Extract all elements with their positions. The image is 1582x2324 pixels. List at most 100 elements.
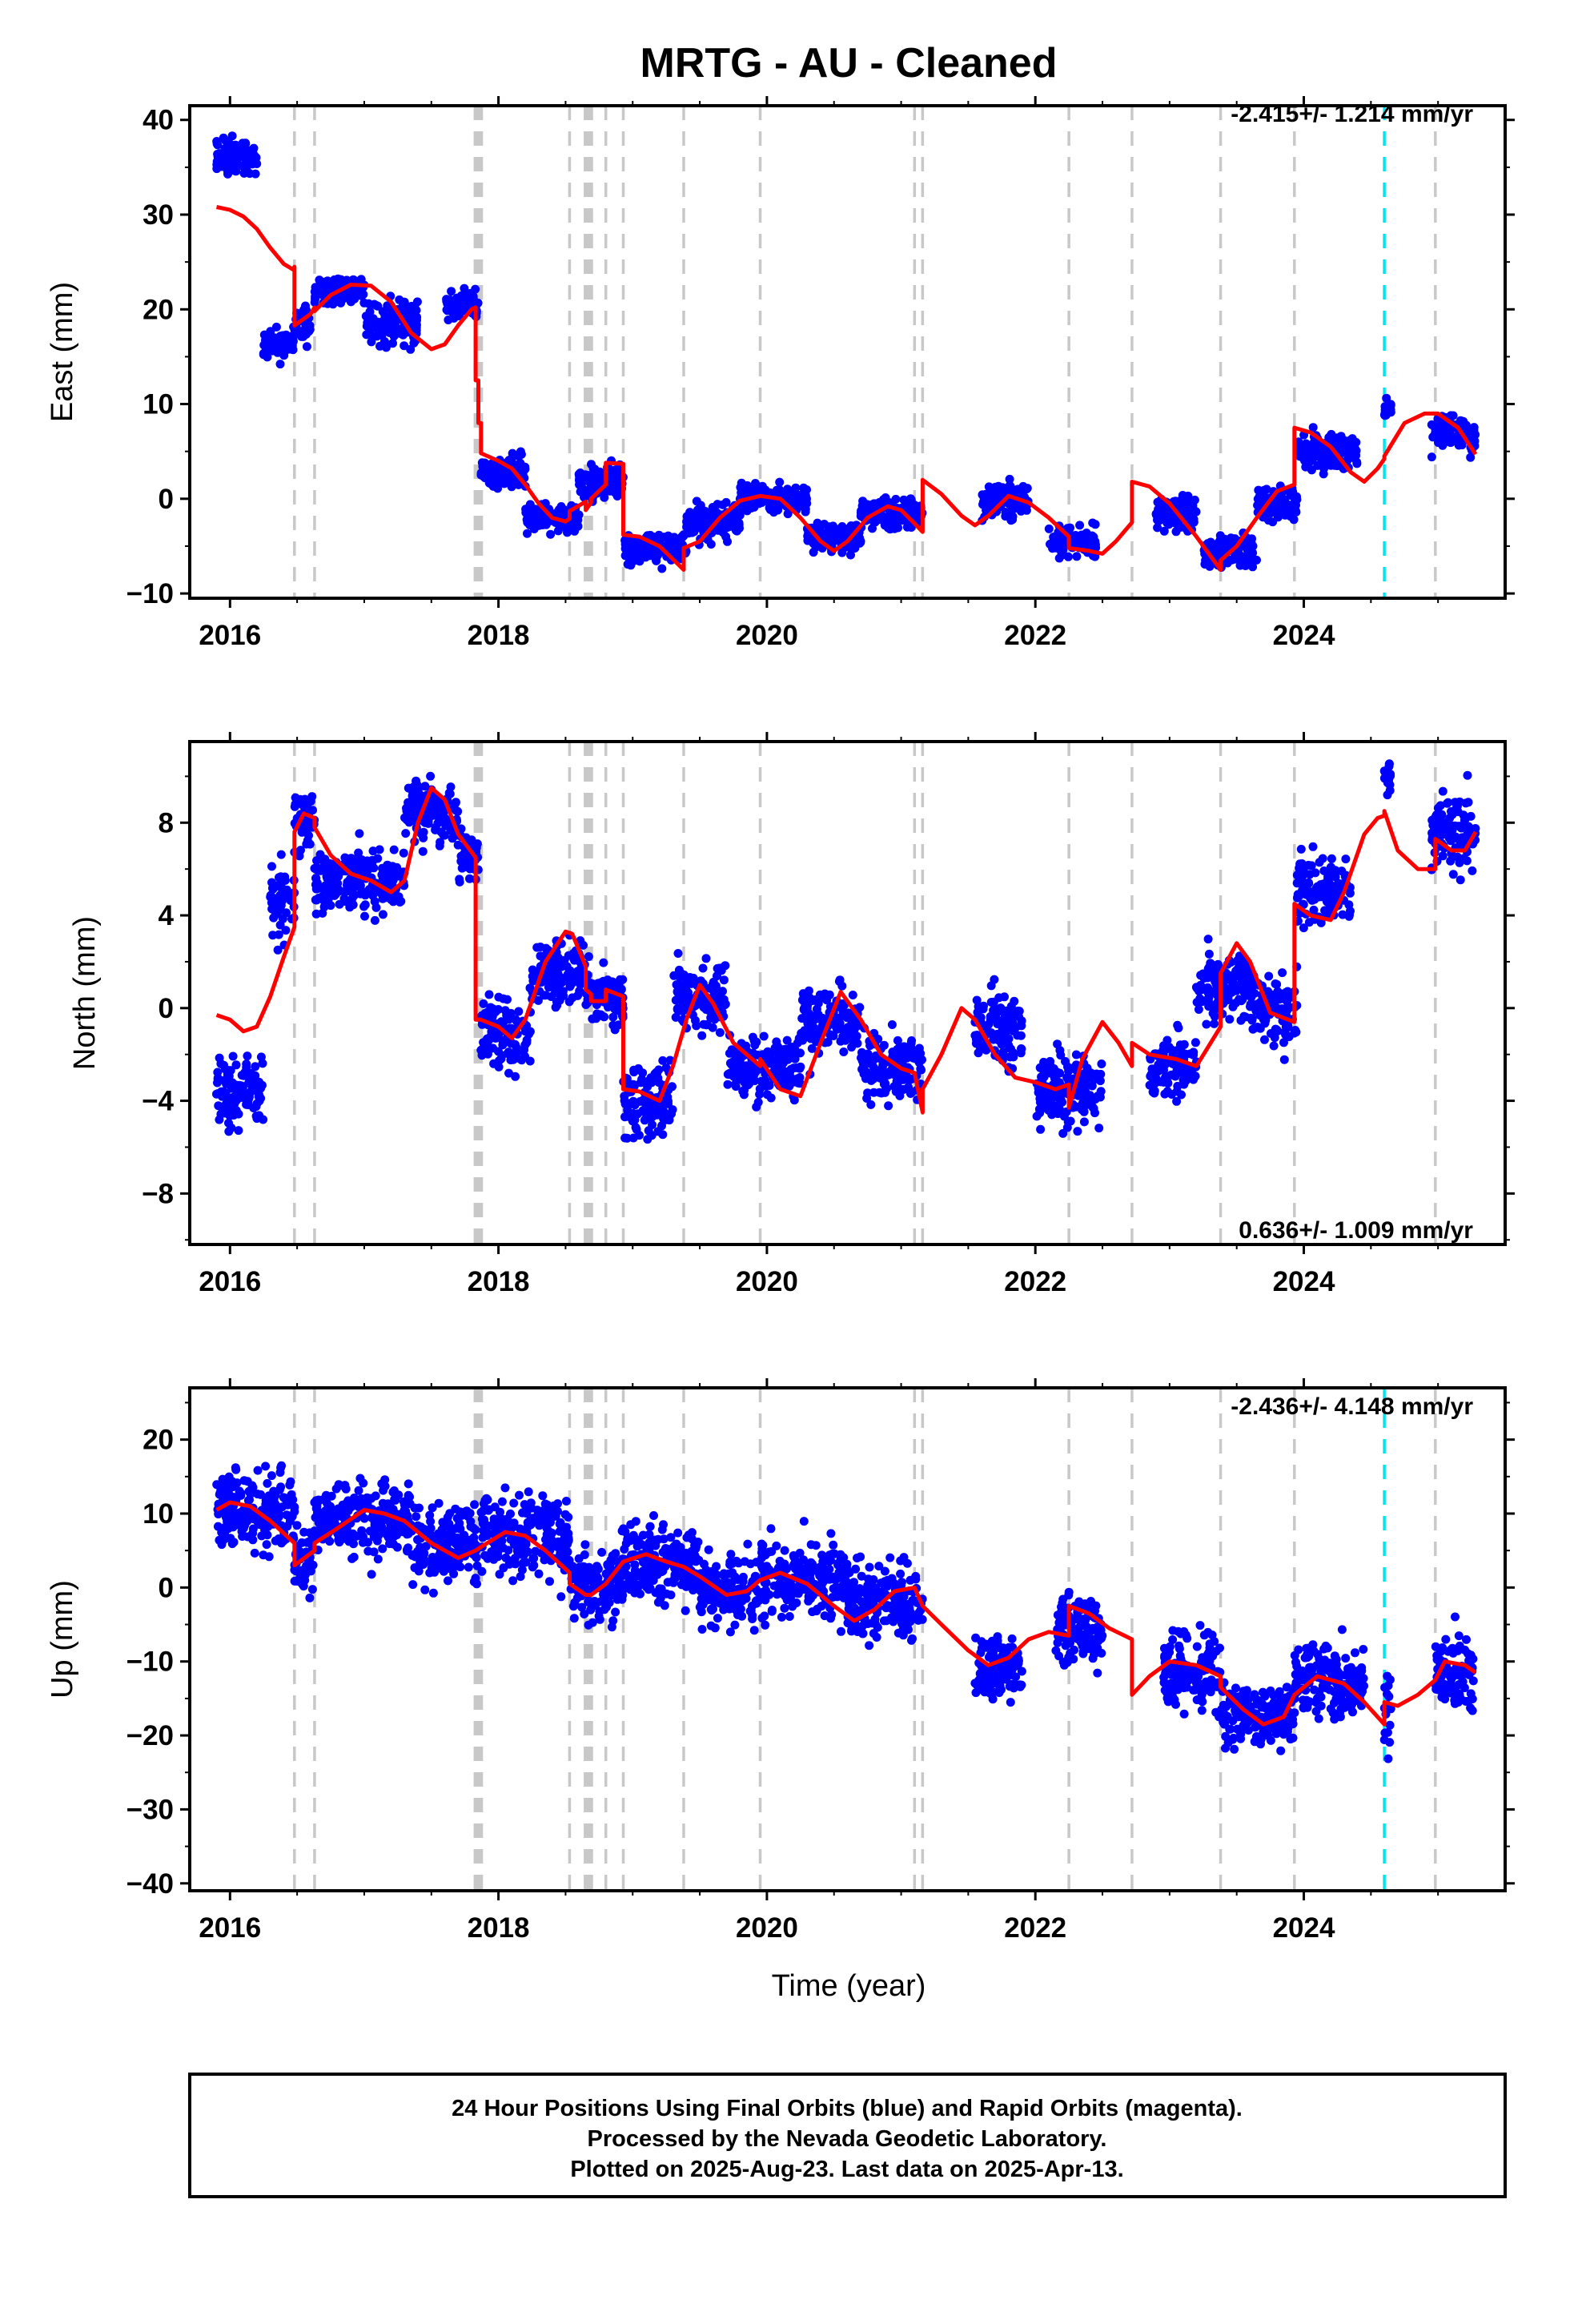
data-point [885,512,895,521]
data-point [1456,875,1465,885]
data-point [665,543,674,553]
data-point [739,501,748,510]
data-point [1346,436,1355,445]
data-point [889,524,899,533]
data-point [234,1126,243,1136]
data-point [884,1101,893,1111]
data-point [1057,547,1066,557]
data-point [868,524,877,533]
data-point [873,1066,882,1076]
data-point [269,913,279,923]
data-point [359,902,368,911]
data-point [251,1062,260,1072]
data-point [1153,510,1162,520]
data-point [887,1020,897,1029]
data-point [879,1040,889,1050]
data-point [1300,441,1310,450]
data-point [1191,1038,1200,1047]
x-tick-label: 2016 [199,620,261,651]
data-point [508,479,517,489]
data-point [737,1060,747,1070]
data-point [546,529,556,539]
data-point [709,977,718,987]
data-point [402,815,412,825]
data-point [291,799,300,809]
data-point [1095,1092,1105,1102]
data-point [789,1063,798,1073]
data-point [1345,911,1354,919]
data-point [775,477,785,487]
data-point [1463,770,1472,780]
data-point [426,771,436,781]
data-point [823,1037,833,1047]
data-point [687,979,697,988]
data-point [1382,393,1391,403]
data-point [1466,452,1476,462]
data-point [584,952,593,961]
data-point [231,1060,241,1070]
data-point [834,1019,844,1029]
data-point [752,1102,761,1112]
data-point [241,147,250,155]
data-points [212,759,1480,1144]
data-point [652,556,661,565]
data-point [317,290,327,300]
data-point [668,533,677,542]
data-point [451,798,460,807]
data-point [480,1008,490,1018]
data-point [790,1054,800,1063]
data-point [857,508,865,517]
data-point [1000,992,1009,1002]
data-point [680,986,689,995]
data-point [1175,523,1185,532]
data-point [839,1047,849,1056]
data-point [532,943,542,952]
data-point [737,1053,745,1063]
data-point [1079,1117,1089,1127]
data-point [899,495,909,505]
data-point [907,1036,917,1045]
data-point [993,1004,1002,1014]
data-point [1159,1041,1168,1051]
data-point [409,782,419,791]
data-point [213,160,223,170]
data-point [1253,501,1263,510]
data-point [608,1012,618,1022]
data-point [657,564,667,573]
data-point [480,458,489,468]
data-point [743,1071,753,1080]
data-point [669,971,679,980]
data-point [1051,537,1061,546]
data-point [1009,501,1018,510]
data-point [398,326,408,336]
data-point [1308,842,1318,851]
data-point [1062,1123,1072,1132]
data-point [1332,884,1341,894]
data-point [1153,523,1162,533]
data-point [249,143,259,153]
data-point [484,990,494,999]
data-point [215,1053,224,1063]
data-point [1176,1065,1186,1075]
data-point [227,131,237,141]
data-point [1252,555,1261,565]
data-point [457,863,467,873]
data-point [267,862,276,871]
data-point [976,1013,986,1023]
data-point [236,1092,246,1100]
data-point [1148,1065,1158,1075]
data-point [1379,410,1389,420]
figure-title: MRTG - AU - Cleaned [640,40,1058,86]
data-point [239,139,249,148]
data-point [1009,1052,1018,1062]
data-point [629,546,639,556]
data-point [587,460,596,469]
data-point [447,299,456,308]
x-tick-label: 2018 [468,620,530,651]
data-point [701,954,711,963]
data-point [1326,456,1335,466]
data-point [275,920,285,930]
data-point [1199,974,1209,983]
data-point [861,1068,871,1077]
